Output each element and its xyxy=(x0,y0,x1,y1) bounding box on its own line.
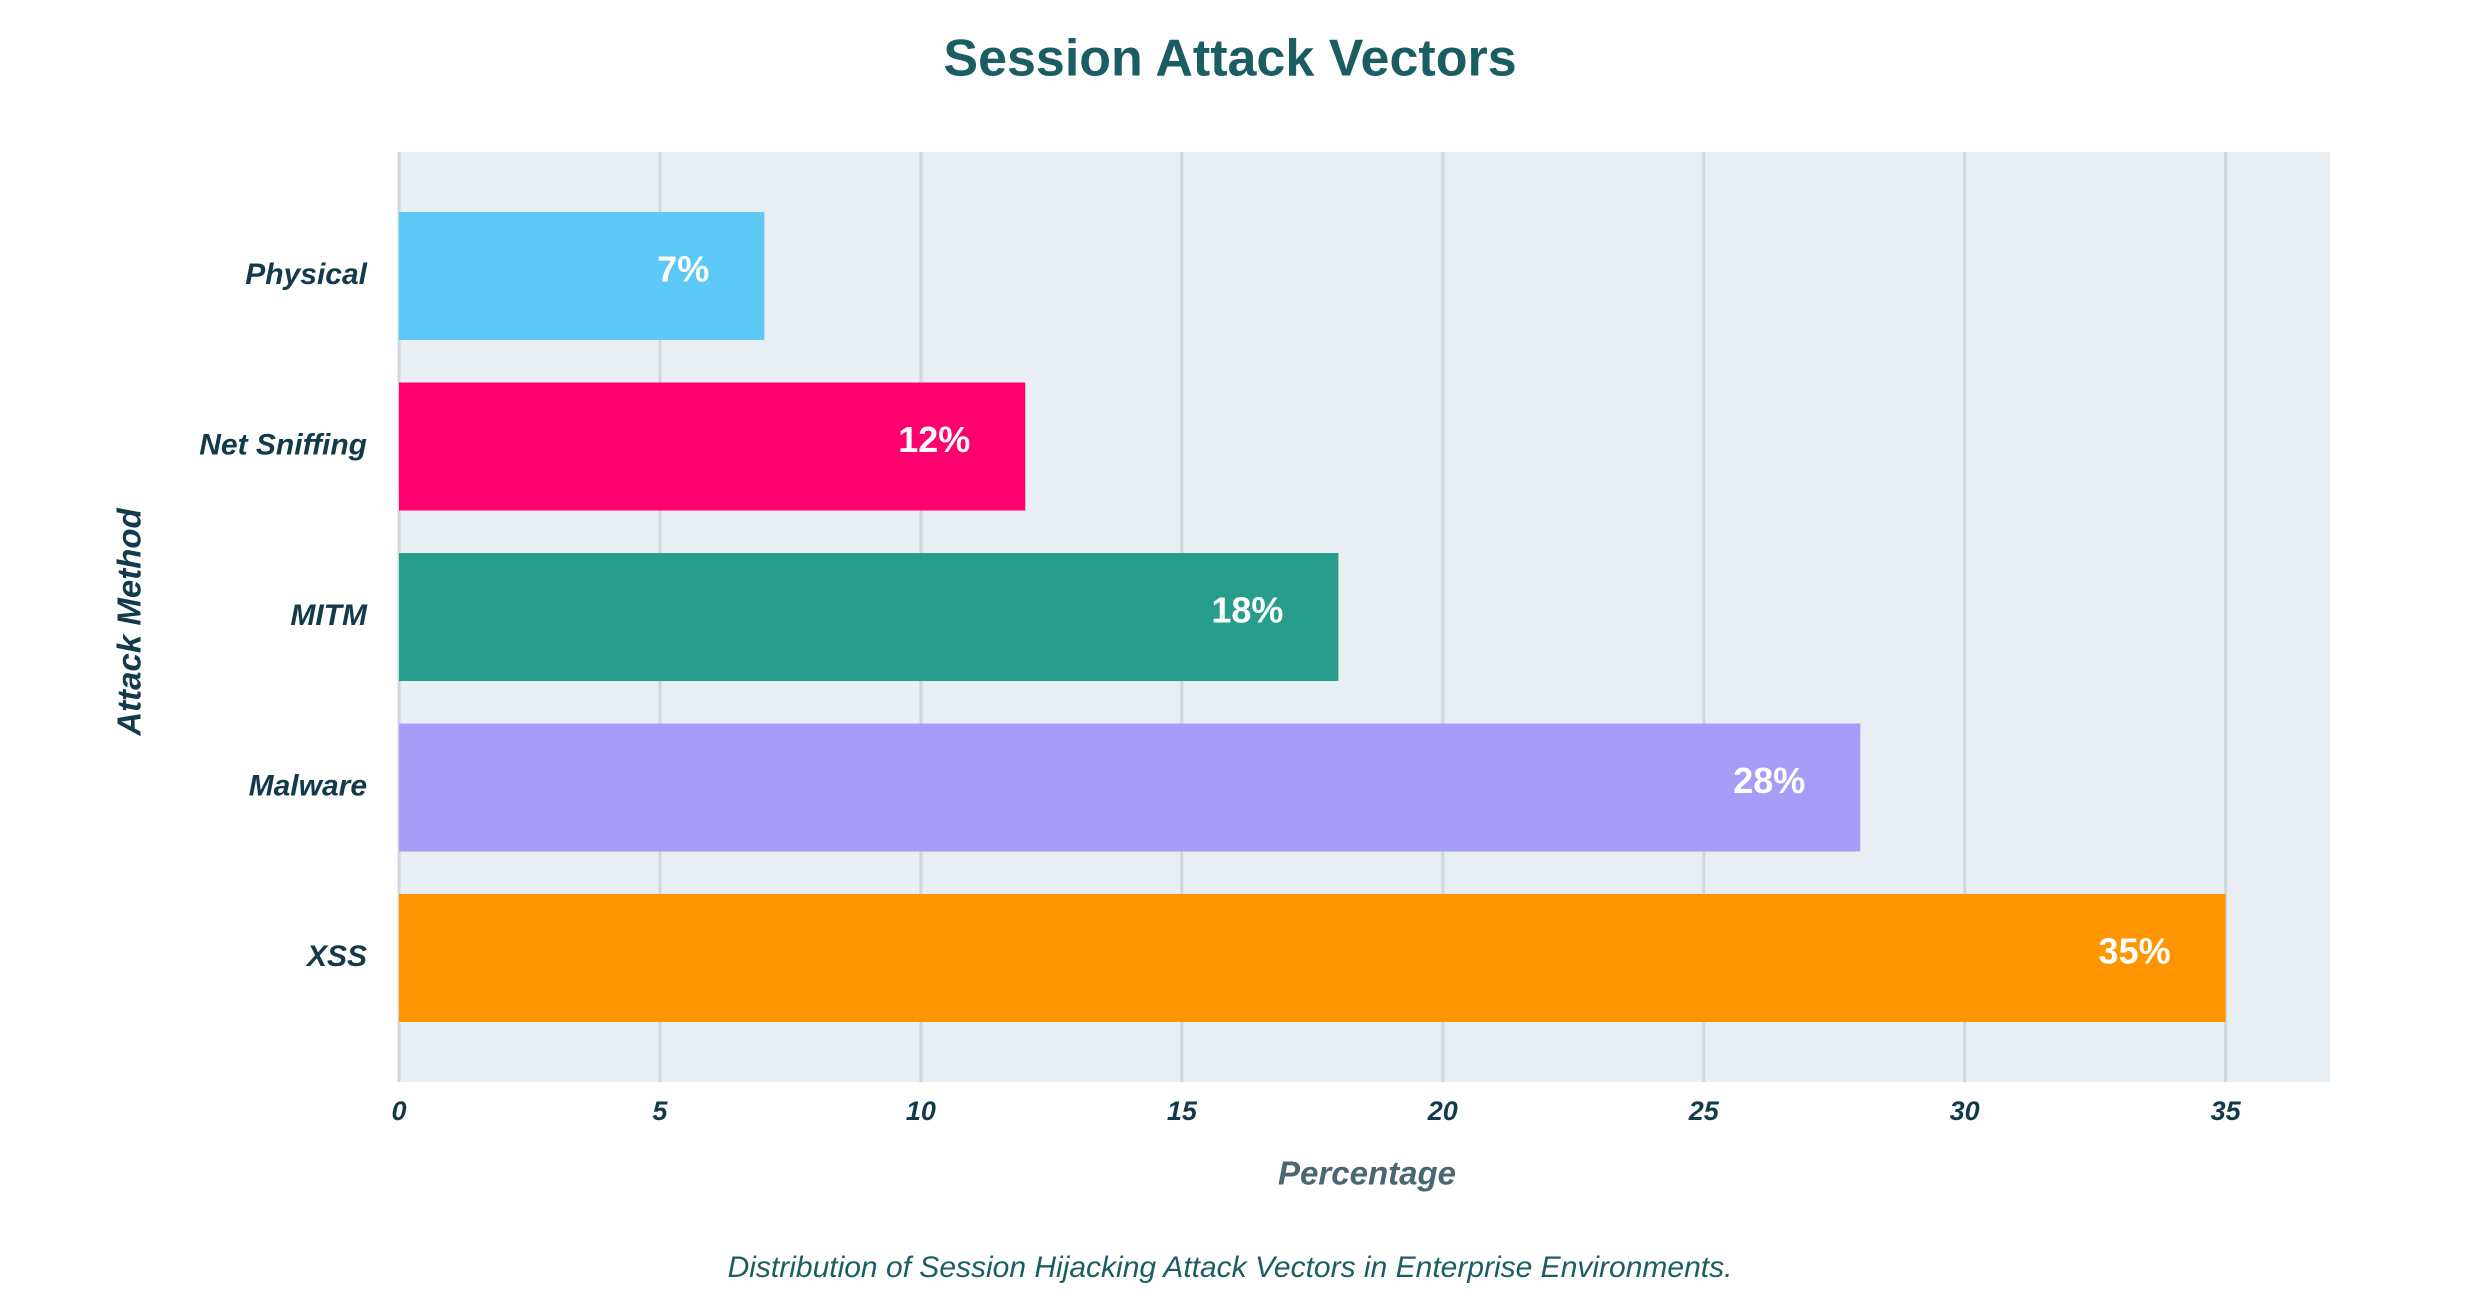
y-tick-label: XSS xyxy=(305,940,367,973)
x-tick-label: 30 xyxy=(1950,1096,1980,1126)
x-tick-label: 10 xyxy=(906,1096,936,1126)
value-label: 28% xyxy=(1733,760,1805,801)
value-label: 12% xyxy=(898,419,970,460)
x-axis-label: Percentage xyxy=(1278,1155,1456,1192)
value-label: 7% xyxy=(657,249,709,290)
x-tick-label: 35 xyxy=(2211,1096,2242,1126)
x-tick-label: 15 xyxy=(1167,1096,1198,1126)
caption: Distribution of Session Hijacking Attack… xyxy=(728,1251,1733,1284)
y-tick-label: Physical xyxy=(245,258,367,291)
y-tick-label: Malware xyxy=(249,769,367,802)
value-label: 18% xyxy=(1211,590,1283,631)
value-label: 35% xyxy=(2099,931,2171,972)
y-tick-label: Net Sniffing xyxy=(199,428,367,461)
chart-title: Session Attack Vectors xyxy=(943,30,1516,88)
y-axis-label: Attack Method xyxy=(111,507,148,736)
bar xyxy=(399,382,1026,511)
bar xyxy=(399,723,1861,852)
bar xyxy=(399,212,765,340)
x-tick-label: 20 xyxy=(1427,1096,1458,1126)
x-tick-label: 0 xyxy=(391,1096,406,1126)
y-tick-label: MITM xyxy=(290,599,368,632)
x-tick-label: 5 xyxy=(652,1096,668,1126)
x-tick-label: 25 xyxy=(1688,1096,1720,1126)
bar xyxy=(399,894,2226,1022)
bar xyxy=(399,553,1339,681)
